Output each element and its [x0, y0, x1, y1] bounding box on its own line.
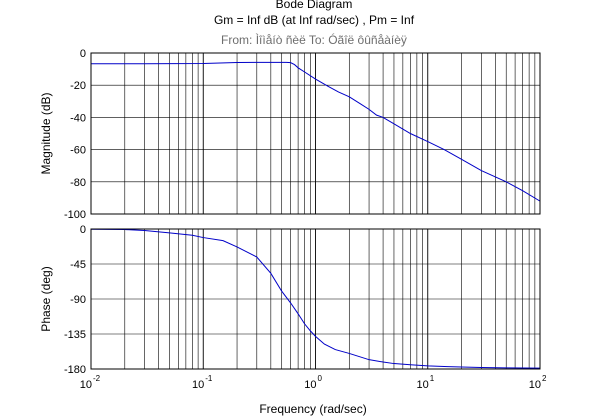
magnitude-y-tick-label: 0: [80, 48, 86, 60]
magnitude-axes: 0 -20 -40 -60 -80 -100 Magnitude (dB): [39, 48, 541, 221]
x-tick-label: 101: [417, 374, 435, 391]
chart-title: Bode Diagram: [276, 0, 353, 11]
magnitude-y-tick-label: -60: [70, 145, 86, 157]
magnitude-y-tick-label: -20: [70, 80, 86, 92]
magnitude-y-tick-label: -80: [70, 177, 86, 189]
x-tick-exponent: 0: [318, 374, 323, 383]
x-tick-base: 10: [304, 379, 316, 391]
magnitude-y-label: Magnitude (dB): [39, 92, 53, 174]
x-tick-exponent: 1: [430, 374, 435, 383]
x-tick-label: 10-2: [80, 374, 101, 391]
phase-y-tick-label: -135: [64, 329, 86, 341]
phase-y-tick-label: -45: [70, 259, 86, 271]
x-tick-exponent: -1: [205, 374, 213, 383]
magnitude-grid: [91, 53, 540, 214]
margins-subtitle: Gm = Inf dB (at Inf rad/sec) , Pm = Inf: [214, 13, 415, 27]
magnitude-y-ticks: 0 -20 -40 -60 -80 -100: [64, 48, 86, 221]
magnitude-frame: [90, 52, 541, 215]
x-tick-label: 102: [529, 374, 547, 391]
x-tick-exponent: 2: [542, 374, 547, 383]
x-tick-base: 10: [417, 379, 429, 391]
phase-y-label: Phase (deg): [39, 266, 53, 331]
magnitude-y-tick-label: -40: [70, 112, 86, 124]
x-axis-label: Frequency (rad/sec): [259, 402, 366, 416]
magnitude-y-tick-label: -100: [64, 209, 86, 221]
phase-y-tick-label: -180: [64, 364, 86, 376]
phase-frame: [90, 228, 541, 370]
phase-y-tick-label: -90: [70, 294, 86, 306]
x-tick-base: 10: [80, 379, 92, 391]
phase-series-line: [90, 228, 541, 369]
x-tick-label: 10-1: [192, 374, 213, 391]
x-tick-exponent: -2: [93, 374, 101, 383]
io-label: From: Ìîìåíò ñèë To: Óãîë ôûñåàíèÿ: [221, 32, 407, 47]
x-tick-base: 10: [192, 379, 204, 391]
x-tick-base: 10: [529, 379, 541, 391]
phase-y-ticks: 0 -45 -90 -135 -180: [64, 224, 86, 376]
phase-y-tick-label: 0: [80, 224, 86, 236]
x-tick-label: 100: [304, 374, 322, 391]
phase-grid: [91, 229, 540, 369]
magnitude-series-line: [91, 61, 541, 202]
